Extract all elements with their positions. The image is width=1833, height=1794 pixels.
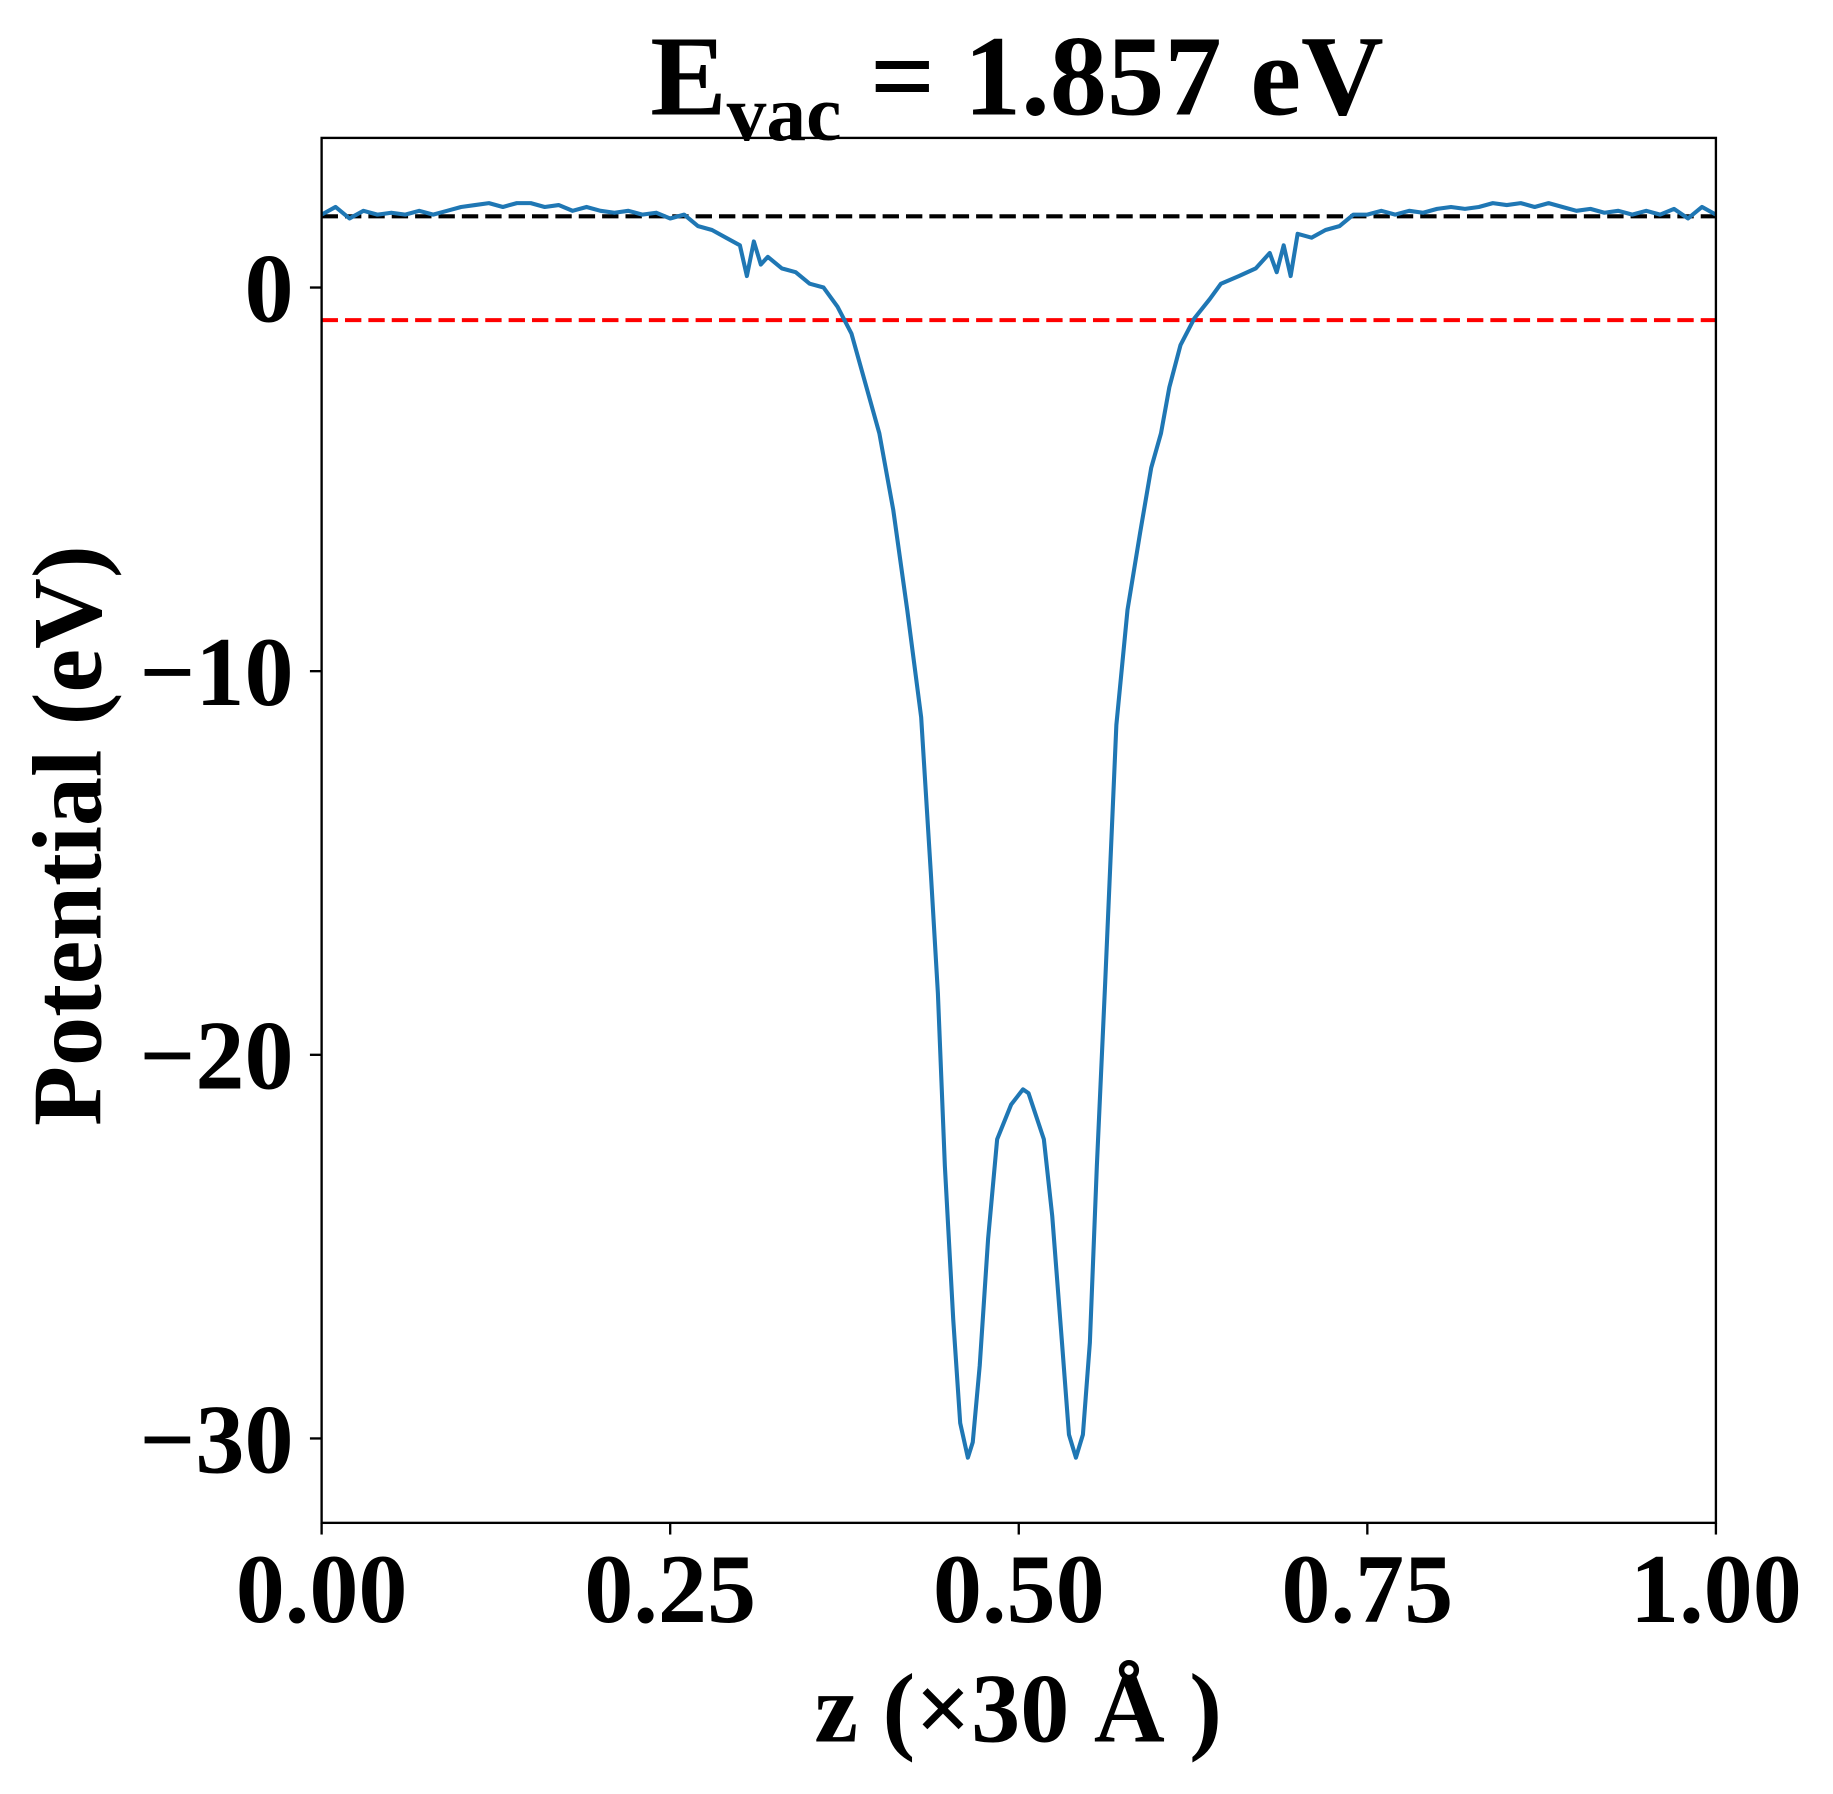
y-axis-label: Potential (eV) [15, 545, 123, 1126]
y-tick-label: −20 [139, 1003, 293, 1111]
x-axis-label: z (×30 Å ) [814, 1655, 1222, 1763]
x-tick-label: 0.50 [933, 1536, 1105, 1644]
chart-title: Evac = 1.857 eV [650, 13, 1383, 159]
x-tick-label: 0.25 [584, 1536, 756, 1644]
data-line [320, 201, 1717, 1460]
x-tick-label: 0.00 [236, 1536, 408, 1644]
title-rest: = 1.857 eV [841, 13, 1383, 140]
x-tick-label: 0.75 [1281, 1536, 1453, 1644]
y-tick-label: −10 [139, 619, 293, 727]
title-main: E [650, 13, 726, 140]
y-tick-label: −30 [139, 1386, 293, 1494]
x-tick-label: 1.00 [1630, 1536, 1802, 1644]
plot-frame [320, 136, 1718, 1525]
y-tick-label: 0 [244, 235, 293, 343]
title-subscript: vac [727, 70, 842, 158]
